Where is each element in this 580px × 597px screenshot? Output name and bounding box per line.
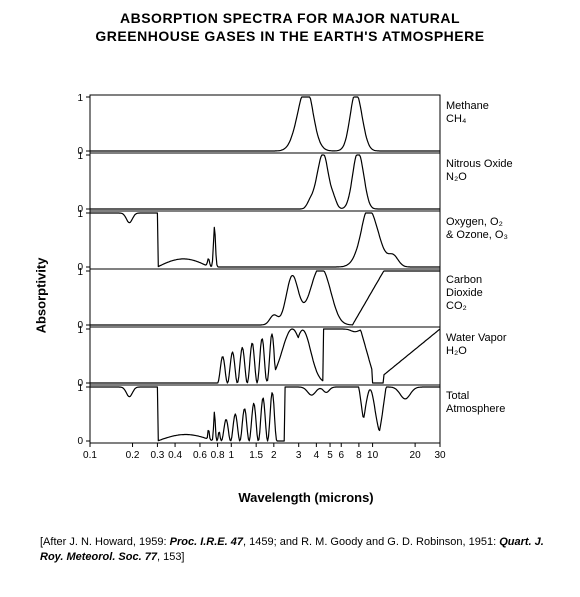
svg-text:8: 8	[356, 450, 362, 461]
svg-text:N₂O: N₂O	[446, 171, 467, 183]
svg-text:1: 1	[77, 325, 83, 336]
svg-text:Oxygen, O₂: Oxygen, O₂	[446, 216, 503, 228]
svg-text:Atmosphere: Atmosphere	[446, 403, 505, 415]
svg-text:1: 1	[229, 450, 235, 461]
svg-text:5: 5	[327, 450, 333, 461]
svg-text:20: 20	[410, 450, 422, 461]
svg-text:Dioxide: Dioxide	[446, 287, 483, 299]
citation-text: , 1459; and R. M. Goody and G. D. Robins…	[243, 536, 499, 548]
svg-text:2: 2	[271, 450, 277, 461]
svg-text:4: 4	[314, 450, 320, 461]
svg-text:6: 6	[338, 450, 344, 461]
svg-text:0.1: 0.1	[83, 450, 97, 461]
svg-text:Total: Total	[446, 390, 469, 402]
svg-text:1: 1	[77, 383, 83, 394]
svg-text:0: 0	[77, 436, 83, 447]
svg-text:Methane: Methane	[446, 100, 489, 112]
svg-text:30: 30	[434, 450, 446, 461]
svg-text:10: 10	[367, 450, 379, 461]
title-line-2: GREENHOUSE GASES IN THE EARTH'S ATMOSPHE…	[95, 28, 484, 44]
svg-text:3: 3	[296, 450, 302, 461]
x-axis-label: Wavelength (microns)	[52, 490, 560, 505]
svg-text:0.8: 0.8	[211, 450, 225, 461]
svg-text:0.2: 0.2	[126, 450, 140, 461]
citation-text: [After J. N. Howard, 1959:	[40, 536, 170, 548]
svg-text:0.4: 0.4	[168, 450, 182, 461]
svg-text:Carbon: Carbon	[446, 274, 482, 286]
svg-text:1: 1	[77, 151, 83, 162]
y-axis-label-text: Absorptivity	[34, 257, 49, 333]
citation-journal-1: Proc. I.R.E. 47	[170, 536, 243, 548]
svg-text:CH₄: CH₄	[446, 113, 467, 125]
svg-text:1: 1	[77, 93, 83, 104]
citation-text: , 153]	[157, 551, 185, 563]
svg-text:1: 1	[77, 267, 83, 278]
svg-text:& Ozone, O₃: & Ozone, O₃	[446, 229, 508, 241]
y-axis-label: Absorptivity	[30, 85, 52, 505]
svg-text:Water Vapor: Water Vapor	[446, 332, 507, 344]
chart-title: ABSORPTION SPECTRA FOR MAJOR NATURAL GRE…	[0, 10, 580, 45]
svg-text:H₂O: H₂O	[446, 345, 467, 357]
svg-text:0.3: 0.3	[150, 450, 164, 461]
citation: [After J. N. Howard, 1959: Proc. I.R.E. …	[40, 535, 550, 565]
svg-text:1.5: 1.5	[249, 450, 263, 461]
svg-text:0.6: 0.6	[193, 450, 207, 461]
svg-text:Nitrous Oxide: Nitrous Oxide	[446, 158, 513, 170]
chart-area: Absorptivity 10MethaneCH₄10Nitrous Oxide…	[30, 85, 560, 505]
svg-text:1: 1	[77, 209, 83, 220]
svg-text:CO₂: CO₂	[446, 300, 467, 312]
absorption-spectra-plot: 10MethaneCH₄10Nitrous OxideN₂O10Oxygen, …	[52, 85, 560, 485]
title-line-1: ABSORPTION SPECTRA FOR MAJOR NATURAL	[120, 10, 460, 26]
